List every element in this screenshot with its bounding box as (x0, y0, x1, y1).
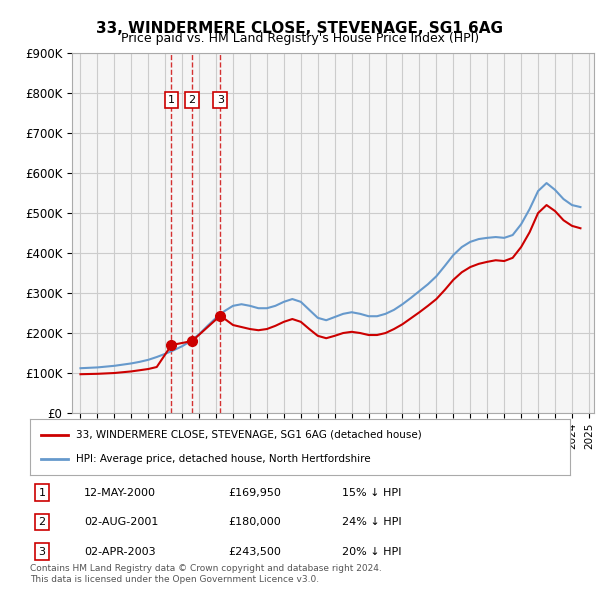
Text: 02-AUG-2001: 02-AUG-2001 (84, 517, 158, 527)
Text: £180,000: £180,000 (228, 517, 281, 527)
Text: 02-APR-2003: 02-APR-2003 (84, 547, 155, 556)
Text: 12-MAY-2000: 12-MAY-2000 (84, 488, 156, 497)
Text: Contains HM Land Registry data © Crown copyright and database right 2024.: Contains HM Land Registry data © Crown c… (30, 565, 382, 573)
Text: 1: 1 (168, 95, 175, 105)
Text: HPI: Average price, detached house, North Hertfordshire: HPI: Average price, detached house, Nort… (76, 454, 371, 464)
Text: 20% ↓ HPI: 20% ↓ HPI (342, 547, 401, 556)
Text: 1: 1 (38, 488, 46, 497)
Text: 24% ↓ HPI: 24% ↓ HPI (342, 517, 401, 527)
Text: Price paid vs. HM Land Registry's House Price Index (HPI): Price paid vs. HM Land Registry's House … (121, 32, 479, 45)
Text: 15% ↓ HPI: 15% ↓ HPI (342, 488, 401, 497)
Text: 33, WINDERMERE CLOSE, STEVENAGE, SG1 6AG: 33, WINDERMERE CLOSE, STEVENAGE, SG1 6AG (97, 21, 503, 35)
Text: £243,500: £243,500 (228, 547, 281, 556)
Text: 2: 2 (188, 95, 196, 105)
Text: 3: 3 (217, 95, 224, 105)
Text: 33, WINDERMERE CLOSE, STEVENAGE, SG1 6AG (detached house): 33, WINDERMERE CLOSE, STEVENAGE, SG1 6AG… (76, 430, 422, 440)
Text: This data is licensed under the Open Government Licence v3.0.: This data is licensed under the Open Gov… (30, 575, 319, 584)
Text: 3: 3 (38, 547, 46, 556)
Text: £169,950: £169,950 (228, 488, 281, 497)
Text: 2: 2 (38, 517, 46, 527)
